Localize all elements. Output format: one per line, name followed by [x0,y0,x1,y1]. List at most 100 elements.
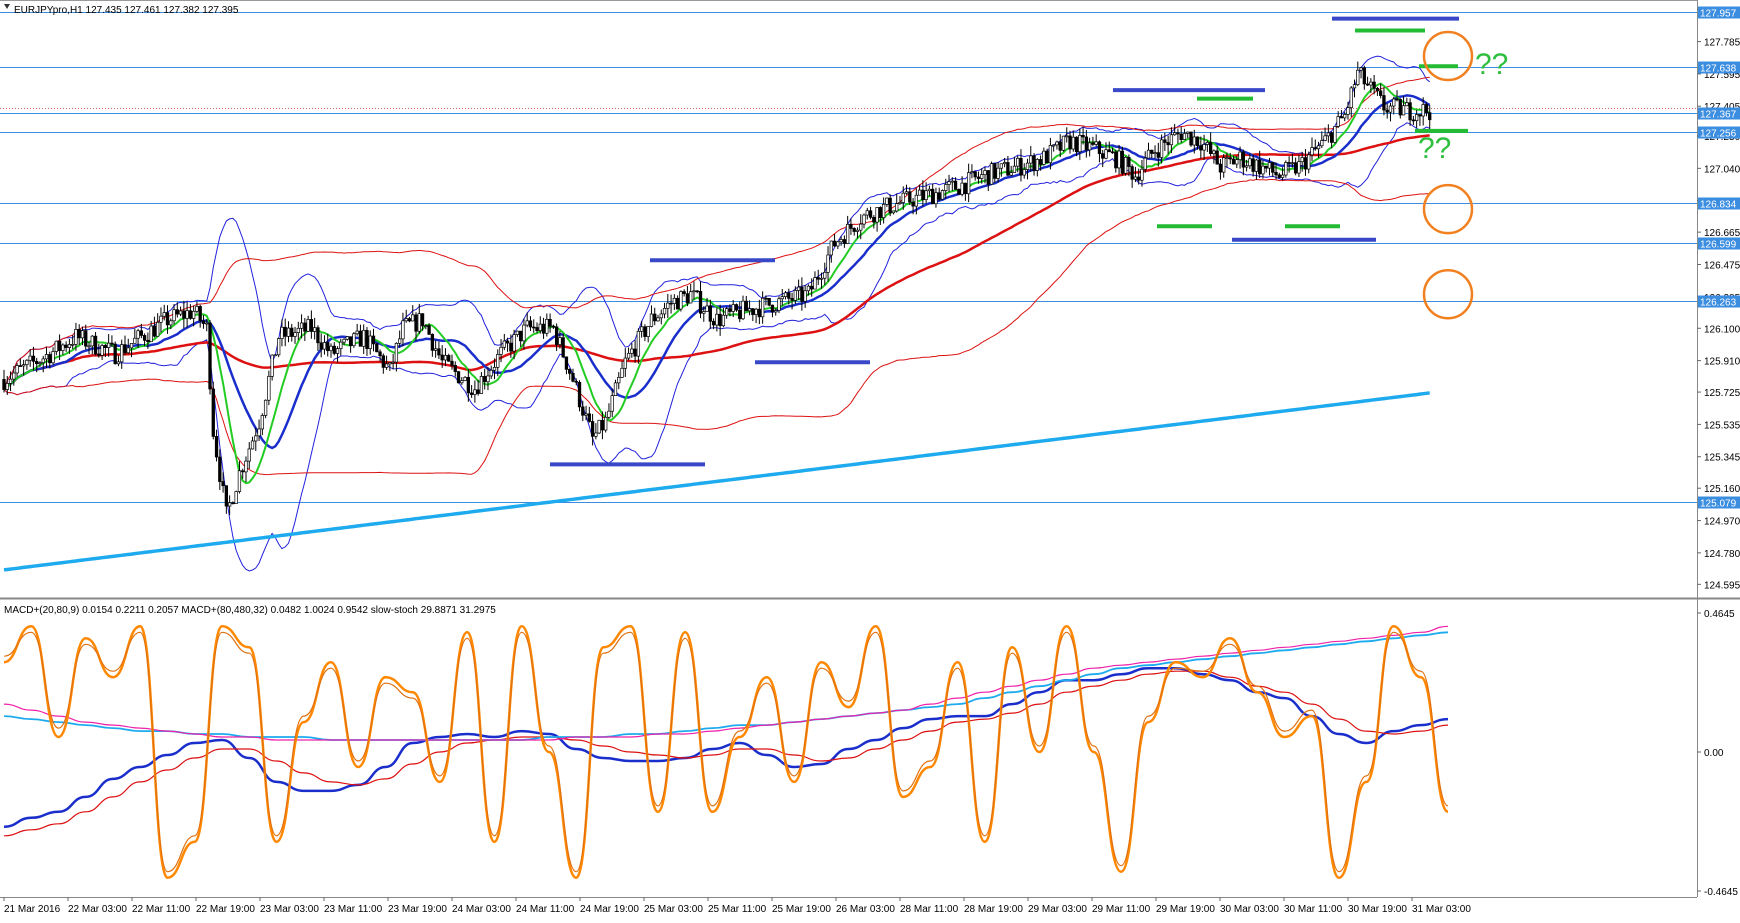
candle-body [885,197,889,205]
price-tick-label: 125.910 [1704,357,1740,368]
candle-body [581,406,585,416]
candle-body [1055,141,1059,146]
candle-body [803,290,807,302]
candle-body [653,313,657,322]
candle-body [473,389,477,395]
candle-body [162,312,166,317]
candle-body [1418,114,1422,117]
candle-body [299,322,304,329]
time-tick-label: 30 Mar 11:00 [1284,904,1343,915]
price-level-tag [1698,237,1740,250]
candle-body [273,354,278,357]
candle-body [829,240,833,256]
collapse-arrow-icon[interactable] [4,4,10,9]
candle-body [260,415,264,430]
candle-body [1182,133,1187,140]
candle-body [1101,153,1105,159]
candle-body [813,277,817,290]
price-tick-label: 124.780 [1704,549,1740,560]
price-level-tag [1698,126,1740,139]
candle-body [231,502,235,505]
price-level-label: 127.367 [1700,110,1737,121]
indicator-title: MACD+(20,80,9) 0.0154 0.2211 0.2057 MACD… [4,605,496,616]
candle-body [787,292,791,299]
candle-body [156,321,160,337]
candle-body [1199,145,1203,151]
candle-body [685,293,690,304]
candle-body [178,310,183,315]
highlight-circle [1422,30,1474,82]
candle-body [499,346,503,355]
candle-body [643,326,647,337]
candle-body [97,353,101,356]
highlight-circle [1422,268,1474,320]
candle-body [149,325,153,343]
candle-body [345,336,349,340]
candle-body [1356,69,1360,85]
candle-body [1228,157,1232,160]
annotation-question-lower: ?? [1418,132,1451,165]
candle-body [1156,152,1160,158]
candle-body [934,192,938,205]
candle-body [725,308,729,316]
candle-body [280,326,284,339]
candle-body [1401,105,1406,116]
candle-body [31,355,36,362]
candle-body [456,371,461,384]
candle-body [110,342,114,345]
candle-body [823,271,827,279]
candle-body [940,190,945,200]
price-tick-label: 127.785 [1704,38,1740,49]
candle-body [64,344,68,348]
candle-body [826,254,830,273]
bollinger-upper [3,55,1431,390]
time-tick-label: 24 Mar 03:00 [452,904,511,915]
candle-body [290,327,294,337]
candle-body [532,326,536,329]
candle-body [1143,157,1147,170]
candle-body [937,192,941,200]
candle-body [623,357,627,369]
candle-body [561,337,565,358]
time-tick-label: 24 Mar 19:00 [580,904,639,915]
candle-body [502,340,506,348]
price-level-label: 126.599 [1700,240,1737,251]
candle-body [1065,135,1069,138]
candle-body [1254,159,1259,172]
candle-body [1329,132,1334,143]
candle-body [214,436,219,458]
candle-body [120,344,124,363]
candle-body [1094,141,1098,145]
candle-body [1379,90,1383,96]
candle-body [420,313,425,327]
ma-red-line [3,134,1430,391]
candle-body [1293,162,1298,174]
candle-body [116,361,121,365]
price-tick-label: 125.345 [1704,453,1740,464]
candle-body [1153,152,1157,154]
candle-body [309,319,314,332]
candle-body [1336,116,1340,127]
candle-body [996,167,1000,179]
candle-body [931,188,935,205]
candle-body [666,302,670,309]
candle-body [1424,104,1429,114]
candle-body [394,342,399,363]
candle-body [303,322,307,332]
candle-body [535,327,539,331]
price-level-tag [1698,295,1740,308]
candle-body [1248,158,1252,167]
candle-body [1205,142,1210,145]
time-tick-label: 31 Mar 03:00 [1412,904,1471,915]
candle-body [545,318,549,334]
candle-body [1218,163,1223,173]
candle-body [626,352,631,359]
candle-body [1365,83,1370,86]
candle-body [986,170,990,185]
candle-body [679,291,683,310]
price-level-label: 126.263 [1700,298,1737,309]
candle-body [80,330,85,339]
candle-body [541,323,546,334]
